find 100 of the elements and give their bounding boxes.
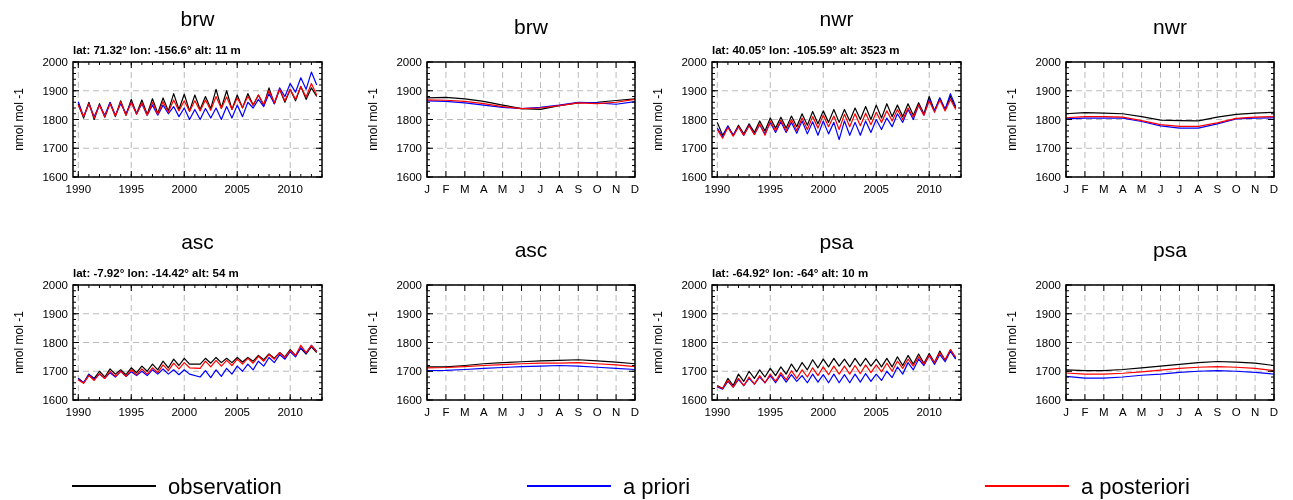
chart-title: asc xyxy=(181,230,214,253)
x-tick-label: J xyxy=(518,406,525,418)
y-axis-title: nmol mol -1 xyxy=(366,310,380,374)
y-tick-label: 1900 xyxy=(1035,84,1061,97)
y-tick-label: 1800 xyxy=(42,113,68,126)
x-tick-label: M xyxy=(460,183,470,195)
x-tick-label: A xyxy=(1194,406,1203,418)
y-tick-label: 1800 xyxy=(681,113,707,126)
legend-label: a priori xyxy=(623,474,691,499)
legend-label: a posteriori xyxy=(1081,474,1190,499)
y-tick-label: 2000 xyxy=(396,56,422,68)
x-tick-label: N xyxy=(611,406,621,418)
line-series xyxy=(1065,366,1275,375)
x-tick-label: S xyxy=(1213,183,1222,195)
x-tick-label: A xyxy=(1194,183,1203,195)
x-tick-label: 2010 xyxy=(277,406,304,418)
x-tick-label: N xyxy=(611,183,621,195)
chart-title: nwr xyxy=(819,7,854,30)
x-tick-label: F xyxy=(442,406,450,418)
x-tick-label: F xyxy=(442,183,450,195)
y-tick-label: 2000 xyxy=(681,279,707,291)
x-tick-label: D xyxy=(630,183,640,195)
y-tick-label: 1800 xyxy=(681,336,707,349)
chart-title: brw xyxy=(514,15,549,38)
y-tick-label: 1600 xyxy=(42,171,68,183)
x-tick-label: D xyxy=(630,406,640,418)
x-tick-label: F xyxy=(1081,406,1089,418)
y-tick-label: 1800 xyxy=(396,113,422,126)
chart-subtitle: lat: -64.92° lon: -64° alt: 10 m xyxy=(712,267,869,279)
y-tick-label: 1700 xyxy=(681,142,707,155)
y-axis-title: nmol mol -1 xyxy=(12,310,26,374)
y-tick-label: 1900 xyxy=(681,307,707,320)
y-tick-label: 2000 xyxy=(42,56,68,68)
x-tick-label: 1990 xyxy=(704,406,731,418)
x-tick-label: 1995 xyxy=(757,183,784,195)
y-tick-label: 1900 xyxy=(396,307,422,320)
y-tick-label: 1900 xyxy=(396,84,422,97)
x-tick-label: N xyxy=(1250,406,1260,418)
x-tick-label: D xyxy=(1269,183,1279,195)
y-tick-label: 1700 xyxy=(42,365,68,378)
y-tick-label: 1600 xyxy=(396,171,422,183)
x-tick-label: 2000 xyxy=(171,183,198,195)
x-tick-label: A xyxy=(479,183,488,195)
x-tick-label: 2005 xyxy=(224,406,251,418)
x-tick-label: 2000 xyxy=(810,406,837,418)
y-tick-label: 1700 xyxy=(681,365,707,378)
y-tick-label: 1900 xyxy=(42,84,68,97)
x-tick-label: S xyxy=(1213,406,1222,418)
x-tick-label: N xyxy=(1250,183,1260,195)
x-tick-label: J xyxy=(424,183,430,195)
y-tick-label: 1600 xyxy=(396,394,422,406)
x-tick-label: M xyxy=(460,406,470,418)
y-tick-label: 2000 xyxy=(396,279,422,291)
x-tick-label: A xyxy=(1118,406,1127,418)
y-tick-label: 1900 xyxy=(1035,307,1061,320)
y-tick-label: 1900 xyxy=(681,84,707,97)
x-tick-label: 2005 xyxy=(863,183,890,195)
x-tick-label: S xyxy=(574,406,583,418)
y-tick-label: 2000 xyxy=(1035,56,1061,68)
y-tick-label: 1800 xyxy=(1035,113,1061,126)
x-tick-label: A xyxy=(1118,183,1127,195)
y-tick-label: 2000 xyxy=(42,279,68,291)
y-tick-label: 1900 xyxy=(42,307,68,320)
y-tick-label: 1700 xyxy=(396,142,422,155)
y-tick-label: 2000 xyxy=(681,56,707,68)
y-tick-label: 1700 xyxy=(42,142,68,155)
y-tick-label: 1700 xyxy=(1035,365,1061,378)
x-tick-label: 1990 xyxy=(704,183,731,195)
x-tick-label: M xyxy=(1099,406,1109,418)
y-tick-label: 1700 xyxy=(1035,142,1061,155)
x-tick-label: J xyxy=(1063,406,1069,418)
x-tick-label: 2010 xyxy=(916,183,943,195)
chart-title: nwr xyxy=(1153,15,1187,38)
y-tick-label: 1600 xyxy=(42,394,68,406)
y-axis-title: nmol mol -1 xyxy=(366,87,380,151)
chart-title: psa xyxy=(819,230,854,253)
x-tick-label: A xyxy=(555,183,564,195)
x-tick-label: M xyxy=(1136,406,1147,418)
x-tick-label: O xyxy=(1231,183,1241,195)
x-tick-label: 1995 xyxy=(118,406,145,418)
x-tick-label: J xyxy=(537,406,544,418)
x-tick-label: 1995 xyxy=(118,183,145,195)
x-tick-label: J xyxy=(1157,183,1164,195)
chart-subtitle: lat: 40.05° lon: -105.59° alt: 3523 m xyxy=(712,44,900,56)
chart-subtitle: lat: -7.92° lon: -14.42° alt: 54 m xyxy=(73,267,239,279)
y-tick-label: 1600 xyxy=(681,394,707,406)
x-tick-label: D xyxy=(1269,406,1279,418)
chart-title: brw xyxy=(180,7,216,30)
x-tick-label: J xyxy=(1063,183,1069,195)
x-tick-label: J xyxy=(537,183,544,195)
y-tick-label: 1800 xyxy=(1035,336,1061,349)
x-tick-label: J xyxy=(1176,183,1183,195)
x-tick-label: M xyxy=(497,406,508,418)
y-axis-title: nmol mol -1 xyxy=(1005,310,1019,374)
x-tick-label: J xyxy=(424,406,430,418)
y-tick-label: 1600 xyxy=(681,171,707,183)
y-axis-title: nmol mol -1 xyxy=(12,87,26,151)
x-tick-label: 2000 xyxy=(171,406,198,418)
x-tick-label: 1995 xyxy=(757,406,784,418)
x-tick-label: 2010 xyxy=(916,406,943,418)
